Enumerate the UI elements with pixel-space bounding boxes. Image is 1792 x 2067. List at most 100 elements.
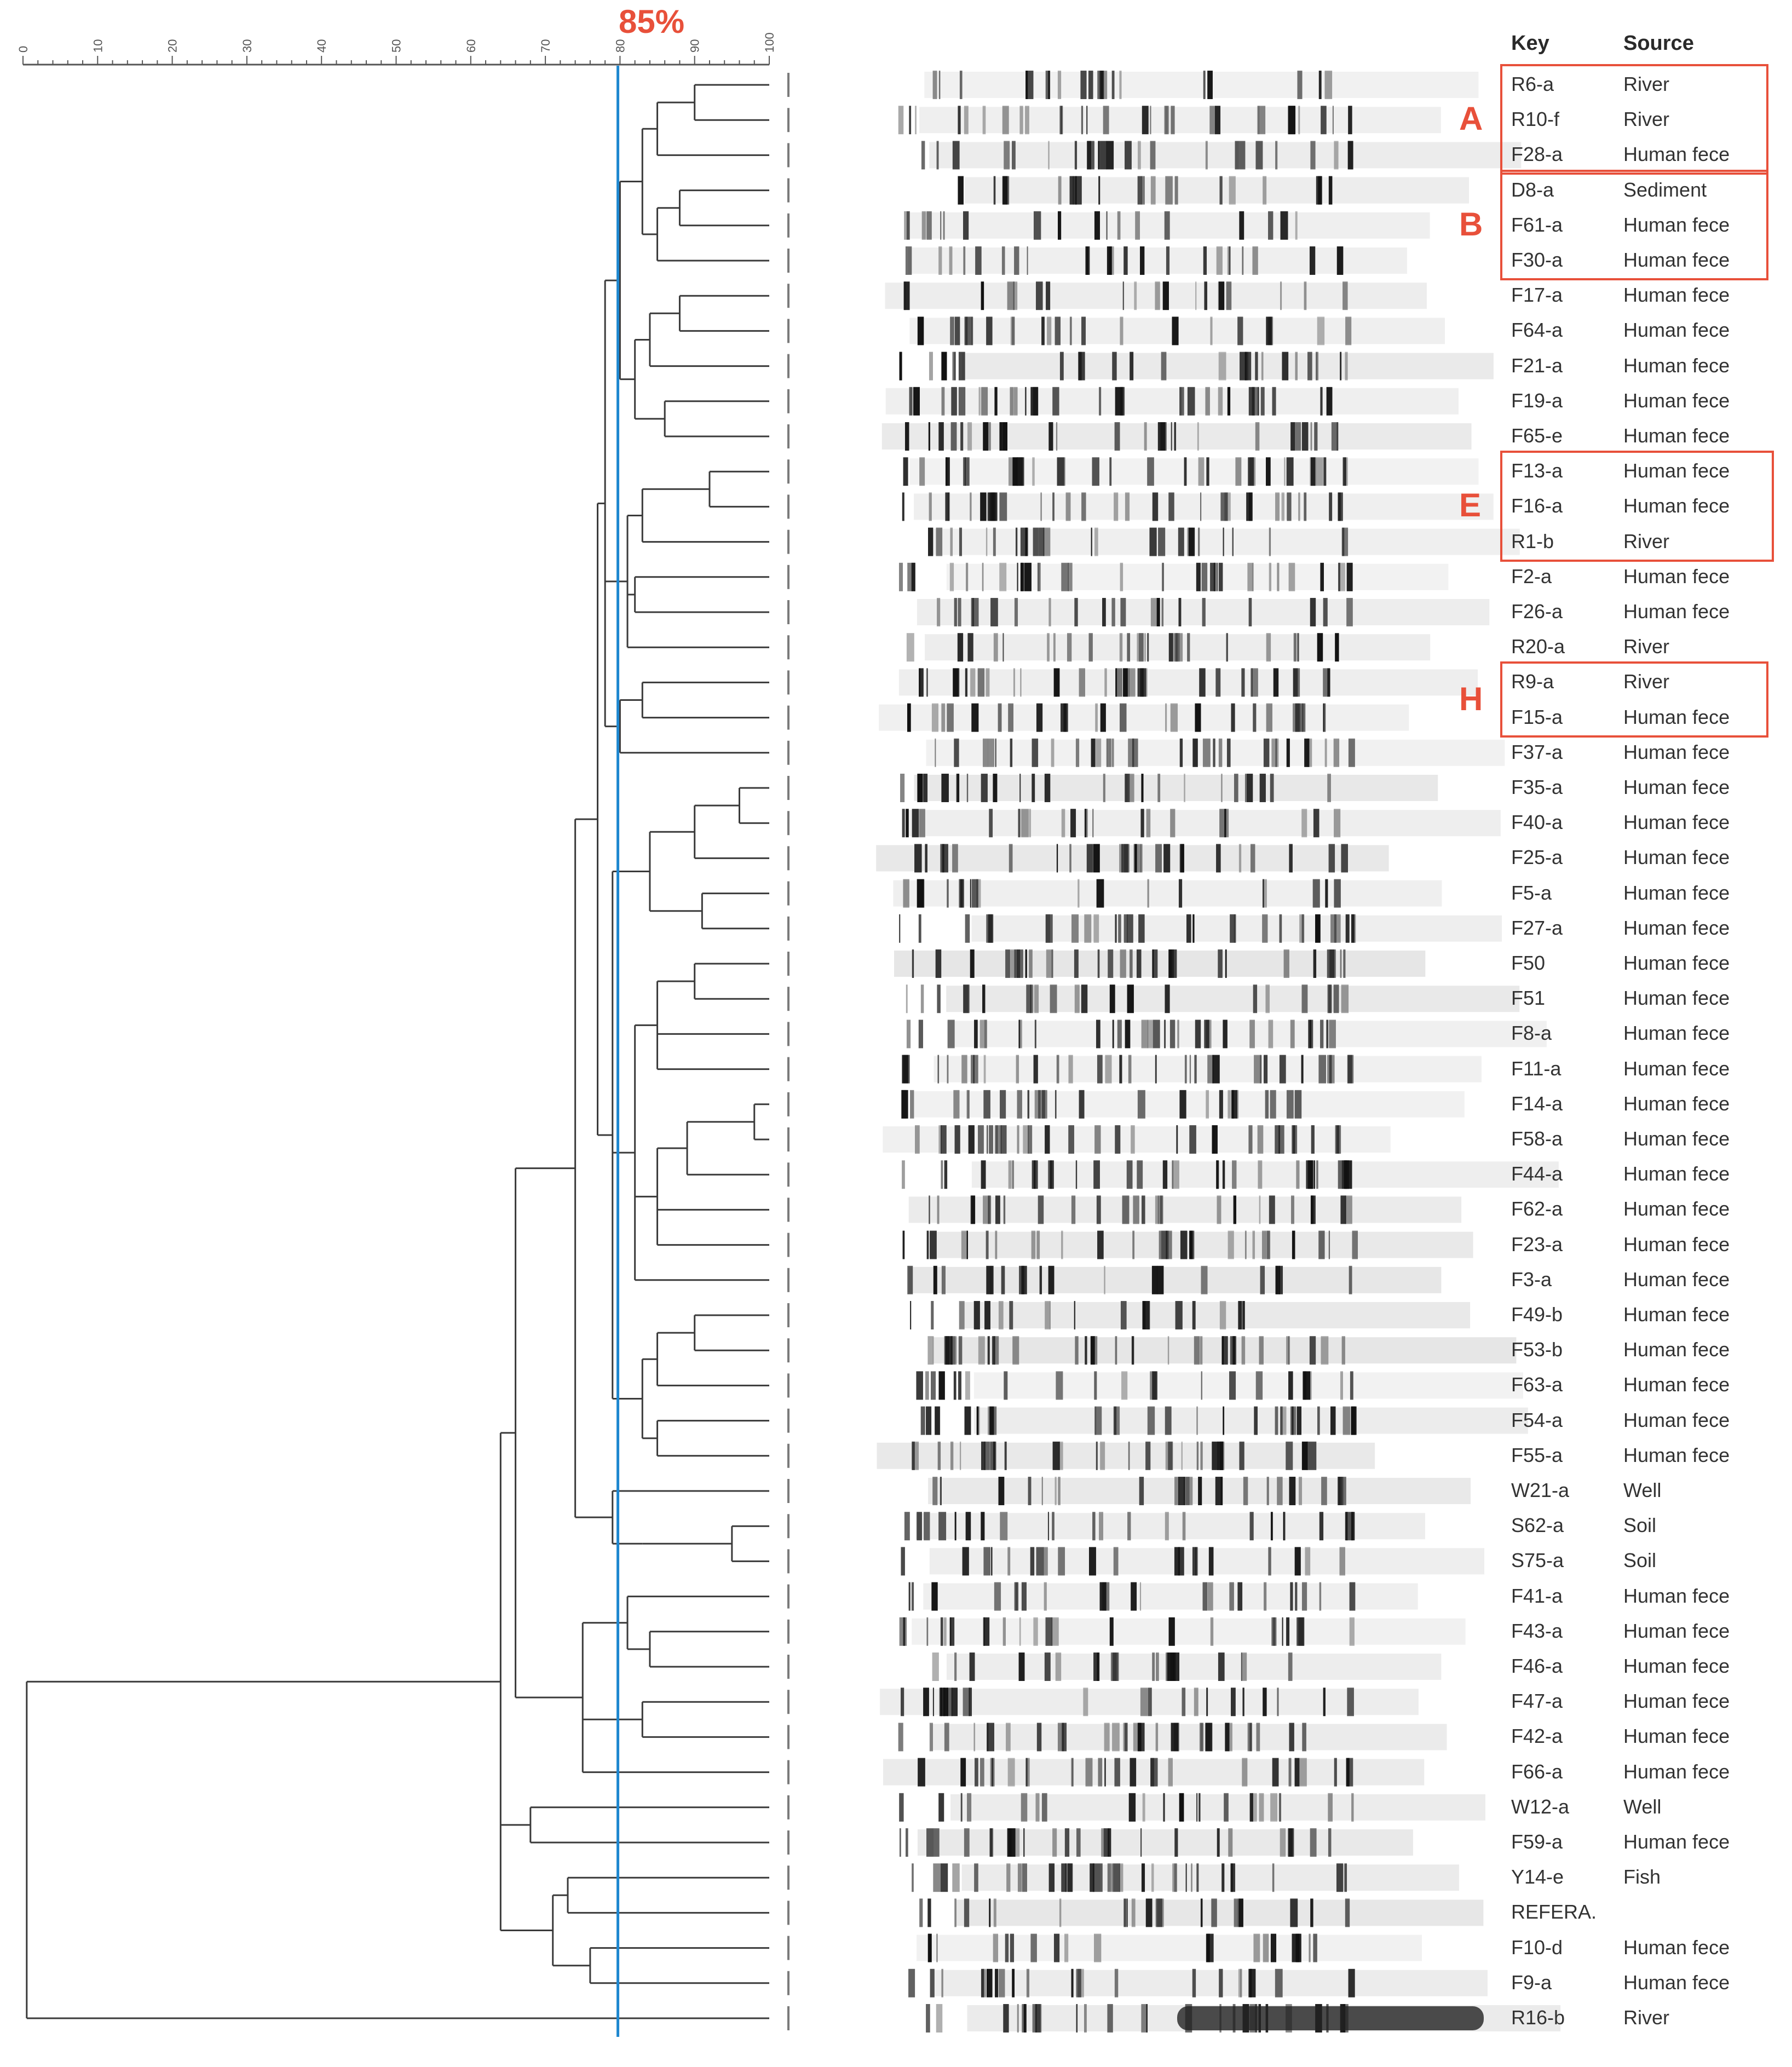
cluster-label: E [1459,487,1482,524]
gel-band [1016,949,1023,978]
lane-marker [787,424,790,448]
gel-band [1076,2004,1078,2033]
gel-band [1261,352,1264,381]
gel-band [1094,1125,1101,1154]
lane-smear [947,1021,1547,1047]
gel-band [1087,141,1094,170]
gel-band [1132,738,1138,767]
gel-band [1252,1230,1255,1259]
gel-band [993,1898,996,1927]
gel-band [1014,246,1019,275]
lane-marker [787,1057,790,1081]
gel-band [983,1547,990,1576]
gel-lane [787,1547,1485,1576]
gel-band [1160,1195,1163,1224]
gel-band [1009,1301,1013,1329]
gel-band [947,1055,949,1084]
isolate-key: Y14-e [1511,1866,1564,1888]
gel-band [1263,879,1264,908]
gel-band [1047,316,1052,346]
gel-band [1225,1723,1230,1752]
gel-band [1131,1125,1135,1154]
gel-band [1048,1863,1055,1892]
gel-band [937,1055,940,1084]
gel-band [940,1125,947,1154]
gel-band [1015,527,1018,556]
gel-lane [787,1090,1465,1119]
gel-band [1237,1898,1240,1927]
gel-band [1184,1055,1187,1084]
scale-tick-label: 0 [16,46,30,53]
gel-band [1215,106,1221,135]
gel-band [1224,1793,1229,1822]
gel-band [1247,1723,1251,1752]
gel-band [1223,1020,1228,1049]
gel-band [992,1758,994,1787]
gel-band [917,774,923,802]
gel-band [1326,1020,1329,1049]
gel-band [1140,1828,1142,1857]
gel-band [1113,1863,1120,1892]
lane-marker [787,1408,790,1433]
isolate-source: Sediment [1623,178,1707,201]
gel-band [1107,246,1114,275]
gel-band [1204,281,1207,310]
gel-band [1084,914,1092,943]
gel-band [979,1020,987,1049]
lane-smear [910,212,1430,239]
gel-band [965,1371,970,1400]
isolate-key: F62-a [1511,1197,1563,1220]
gel-band [987,1723,994,1752]
gel-band [1266,316,1272,346]
lane-smear [911,1091,1465,1118]
gel-band [917,1512,922,1541]
gel-band [1293,1125,1298,1154]
gel-band [950,1441,954,1470]
gel-band [1019,1265,1024,1294]
gel-band [1200,1723,1203,1752]
gel-band [1211,1898,1217,1927]
gel-band [966,1090,968,1119]
gel-band [1293,633,1297,662]
gel-band [942,844,948,873]
gel-band [1248,1125,1253,1154]
gel-band [1301,1055,1304,1084]
gel-band [941,1968,943,1997]
gel-band [1001,246,1005,275]
gel-band [1057,211,1062,240]
lane-marker [787,1268,790,1292]
gel-band [1106,738,1114,767]
gel-band [1172,949,1177,978]
isolate-source: Human fece [1623,249,1730,271]
gel-band [1226,738,1231,767]
gel-band [1291,1195,1294,1224]
gel-band [1122,1195,1130,1224]
gel-band [988,914,994,943]
gel-band [980,492,987,521]
isolate-key: F59-a [1511,1830,1563,1853]
gel-band [1033,1055,1038,1084]
gel-band [937,1195,940,1224]
gel-band [1130,949,1133,978]
gel-band [1058,176,1062,205]
gel-lane [787,1406,1528,1435]
gel-band [1332,106,1334,135]
gel-band [981,1512,985,1541]
gel-band [1207,71,1213,99]
gel-band [1258,387,1259,416]
gel-band [1226,633,1228,662]
gel-band [1107,2004,1113,2033]
gel-band [1206,1090,1209,1119]
isolate-key: F11-a [1511,1057,1561,1080]
gel-band [912,949,914,978]
gel-band [1344,457,1348,486]
gel-band [1214,562,1219,591]
gel-band [1173,1723,1180,1752]
gel-band [1310,457,1316,486]
gel-band [1185,1863,1187,1892]
gel-band [1117,211,1121,240]
gel-band [987,1723,989,1752]
gel-lane [787,562,1449,591]
gel-band [954,1125,960,1154]
gel-lane [787,352,1494,381]
